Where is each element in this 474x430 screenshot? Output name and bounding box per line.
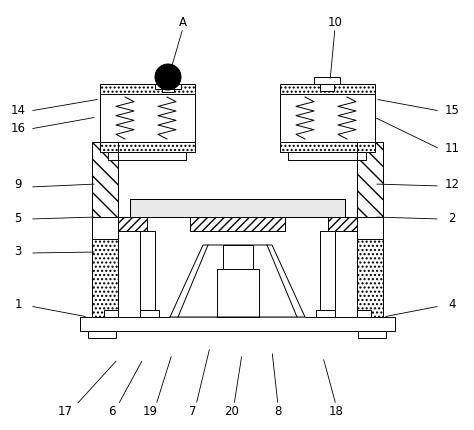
- Text: 9: 9: [14, 178, 22, 191]
- Text: A: A: [179, 15, 187, 28]
- Bar: [162, 85, 174, 93]
- Bar: [100, 85, 195, 95]
- Text: 18: 18: [328, 405, 344, 418]
- Bar: [316, 310, 335, 317]
- Text: 5: 5: [14, 211, 22, 224]
- Bar: [314, 78, 340, 85]
- Bar: [100, 95, 195, 143]
- Text: 10: 10: [328, 15, 342, 28]
- Bar: [130, 200, 345, 218]
- Text: 17: 17: [57, 405, 73, 418]
- Bar: [280, 85, 375, 95]
- Bar: [357, 310, 371, 317]
- Bar: [288, 153, 366, 161]
- Bar: [357, 218, 383, 240]
- Bar: [108, 153, 186, 161]
- Text: 12: 12: [445, 178, 459, 191]
- Text: 1: 1: [14, 298, 22, 311]
- Bar: [155, 85, 181, 90]
- Bar: [140, 231, 155, 317]
- Text: 20: 20: [225, 405, 239, 418]
- Bar: [190, 218, 285, 231]
- Bar: [223, 246, 253, 269]
- Bar: [357, 219, 383, 317]
- Bar: [357, 143, 383, 219]
- Bar: [280, 95, 375, 143]
- Bar: [140, 310, 159, 317]
- Text: 8: 8: [274, 405, 282, 418]
- Bar: [280, 143, 375, 153]
- Bar: [328, 218, 383, 231]
- Text: 2: 2: [448, 211, 456, 224]
- Bar: [104, 310, 118, 317]
- Text: 15: 15: [445, 103, 459, 116]
- Circle shape: [155, 65, 181, 91]
- Bar: [92, 218, 118, 240]
- Bar: [217, 269, 259, 317]
- Text: 7: 7: [189, 405, 197, 418]
- Text: 4: 4: [448, 298, 456, 311]
- Text: 19: 19: [143, 405, 157, 418]
- Bar: [320, 231, 335, 317]
- Bar: [92, 218, 147, 231]
- Polygon shape: [170, 246, 305, 317]
- Bar: [320, 85, 334, 92]
- Bar: [92, 219, 118, 317]
- Bar: [92, 143, 118, 219]
- Text: 6: 6: [108, 405, 116, 418]
- Text: 11: 11: [445, 141, 459, 154]
- Bar: [88, 331, 116, 338]
- Bar: [100, 143, 195, 153]
- Text: 3: 3: [14, 245, 22, 258]
- Text: 14: 14: [10, 103, 26, 116]
- Text: 16: 16: [10, 121, 26, 134]
- Bar: [130, 200, 345, 218]
- Bar: [80, 317, 395, 331]
- Bar: [358, 331, 386, 338]
